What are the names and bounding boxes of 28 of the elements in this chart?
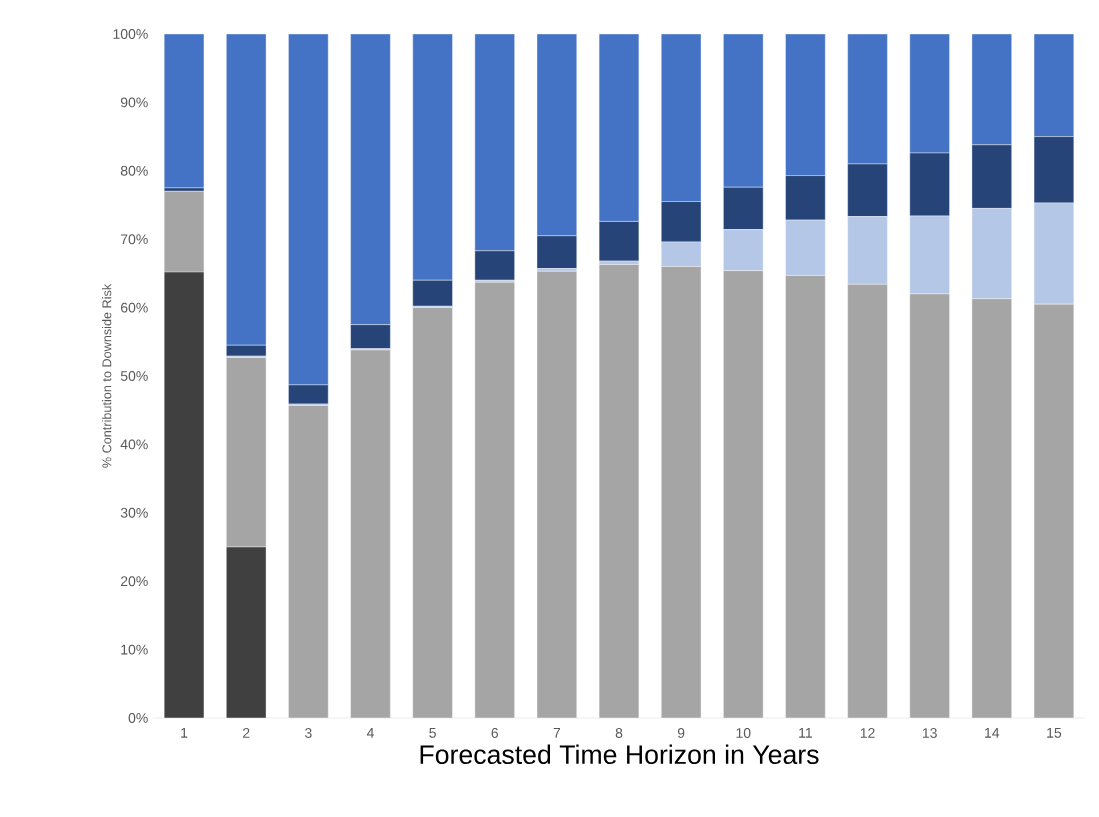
- x-tick-label: 12: [860, 728, 875, 738]
- x-tick-label: 4: [366, 728, 374, 738]
- x-tick-label: 14: [985, 728, 1000, 738]
- x-tick-label: 6: [491, 728, 499, 738]
- y-tick-label: 40%: [120, 439, 148, 450]
- y-tick-label: 30%: [120, 507, 148, 518]
- y-tick-label: 60%: [120, 302, 148, 313]
- y-tick-label: 100%: [113, 29, 148, 39]
- x-tick-label: 5: [429, 728, 436, 738]
- x-axis-title: Forecasted Time Horizon in Years: [420, 744, 819, 764]
- y-tick-label: 10%: [121, 644, 148, 655]
- x-tick-label: 7: [553, 728, 561, 738]
- y-tick-label: 0%: [128, 713, 148, 723]
- y-tick-label: 70%: [120, 234, 148, 245]
- x-tick-label: 8: [615, 728, 623, 738]
- x-tick-label: 10: [736, 728, 751, 738]
- x-tick-label: 13: [922, 728, 937, 738]
- x-tick-label: 9: [677, 728, 685, 738]
- y-axis-title: % Contribution to Downside Risk: [102, 283, 112, 468]
- x-tick-label: 11: [799, 728, 812, 738]
- y-tick-label: 20%: [120, 576, 148, 587]
- y-tick-label: 50%: [120, 371, 148, 381]
- x-tick-label: 2: [243, 728, 250, 738]
- x-tick-label: 3: [304, 728, 312, 738]
- y-tick-label: 90%: [120, 97, 148, 108]
- x-tick-label: 1: [181, 728, 188, 738]
- y-tick-label: 80%: [120, 165, 148, 176]
- x-tick-label: 15: [1047, 728, 1062, 738]
